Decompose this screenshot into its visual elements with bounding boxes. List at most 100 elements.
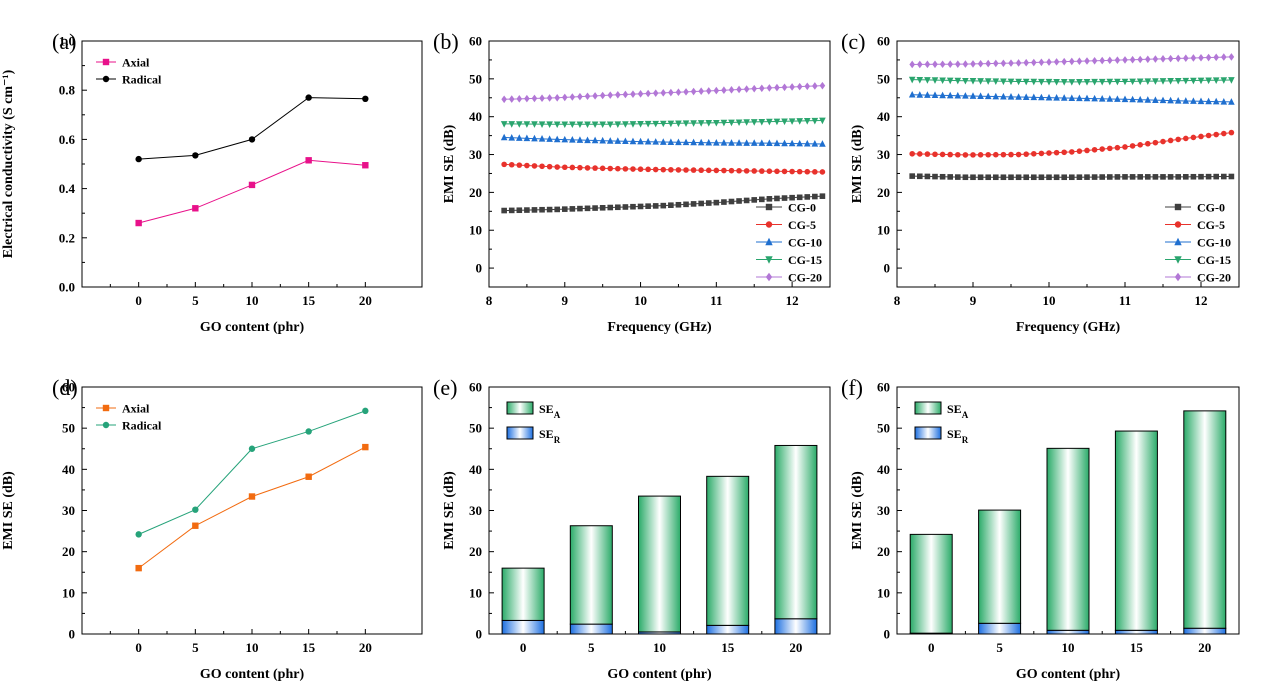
data-point: [1022, 78, 1030, 86]
data-point: [759, 196, 765, 203]
data-point: [607, 204, 614, 211]
data-point: [1114, 56, 1121, 64]
x-axis-title: GO content (phr): [200, 667, 305, 682]
data-point: [1083, 94, 1091, 102]
data-point: [523, 134, 531, 142]
data-point: [1122, 174, 1128, 180]
x-tick-label: 10: [246, 640, 259, 655]
data-point: [1099, 174, 1105, 180]
data-point: [1137, 55, 1143, 64]
data-point: [1205, 97, 1212, 105]
data-point: [1031, 150, 1037, 157]
data-point: [539, 163, 545, 170]
data-point: [1053, 78, 1060, 86]
y-tick-label: 0.4: [59, 181, 76, 196]
y-tick-label: 60: [469, 34, 482, 49]
data-point: [1228, 77, 1235, 84]
data-point: [992, 78, 1000, 85]
data-point: [135, 219, 142, 227]
bar-se-a: [1183, 410, 1227, 629]
y-tick-label: 10: [62, 585, 75, 600]
y-tick-label: 60: [62, 380, 75, 395]
data-point: [614, 121, 622, 128]
data-point: [577, 205, 583, 212]
data-point: [675, 88, 682, 97]
data-point: [713, 167, 720, 174]
panel-letter: (f): [841, 375, 863, 400]
data-point: [516, 95, 523, 103]
data-point: [788, 118, 796, 125]
x-tick-label: 12: [1195, 293, 1208, 308]
data-point: [1167, 78, 1174, 85]
data-point: [811, 140, 819, 147]
legend-marker: [102, 404, 110, 412]
data-point: [1190, 54, 1197, 62]
data-point: [1000, 59, 1007, 68]
data-point: [812, 169, 818, 175]
data-point: [1023, 174, 1029, 181]
data-point: [939, 60, 946, 69]
data-point: [735, 119, 743, 127]
data-point: [622, 90, 629, 99]
data-point: [977, 152, 984, 158]
data-point: [668, 166, 674, 173]
data-point: [531, 94, 538, 103]
data-point: [1212, 77, 1220, 84]
data-point: [705, 200, 712, 206]
legend-marker: [102, 421, 110, 429]
data-point: [524, 207, 530, 213]
data-point: [546, 163, 553, 170]
legend-label: SEA: [947, 402, 969, 420]
data-point: [629, 121, 637, 128]
data-point: [970, 60, 976, 68]
data-point: [1038, 150, 1045, 157]
data-point: [819, 117, 826, 125]
data-point: [553, 135, 561, 143]
data-point: [819, 140, 826, 147]
data-point: [1022, 93, 1030, 100]
data-point: [924, 151, 931, 157]
data-point: [1091, 56, 1098, 65]
data-point: [721, 86, 727, 94]
x-tick-label: 15: [302, 293, 316, 308]
data-point: [538, 135, 546, 142]
data-point: [1076, 79, 1083, 86]
y-tick-label: 20: [877, 185, 890, 200]
data-point: [667, 120, 675, 128]
panel-f: 0 10 20 30 40 50 60 0 5 10 15 20 GO content (phr) EMI…: [841, 375, 1240, 682]
data-point: [531, 121, 538, 128]
data-point: [652, 203, 659, 209]
data-point: [1099, 146, 1105, 152]
data-point: [804, 82, 811, 91]
data-point: [645, 89, 651, 98]
y-axis-title: EMI SE (dB): [1, 471, 16, 550]
data-point: [962, 174, 969, 181]
data-point: [773, 139, 781, 147]
data-point: [644, 137, 652, 145]
y-tick-label: 20: [62, 544, 75, 559]
y-tick-label: 0: [884, 261, 891, 276]
x-tick-label: 15: [302, 640, 316, 655]
data-point: [743, 119, 750, 126]
data-point: [1137, 174, 1143, 180]
y-tick-label: 0.6: [59, 132, 76, 147]
data-point: [796, 118, 803, 125]
data-point: [690, 201, 697, 207]
data-point: [553, 121, 561, 129]
plot-frame: [488, 40, 831, 288]
data-point: [1198, 133, 1204, 140]
legend-label: Radical: [122, 419, 162, 433]
data-point: [675, 167, 682, 173]
data-point: [970, 174, 976, 181]
data-point: [774, 168, 780, 175]
y-tick-label: 0: [69, 627, 76, 642]
data-point: [1167, 174, 1174, 180]
data-point: [305, 157, 312, 164]
data-point: [637, 137, 644, 145]
data-point: [1107, 145, 1113, 152]
data-point: [947, 60, 953, 68]
y-tick-label: 40: [877, 109, 890, 124]
data-point: [508, 95, 515, 103]
data-point: [1046, 174, 1052, 181]
y-tick-label: 60: [877, 34, 890, 49]
